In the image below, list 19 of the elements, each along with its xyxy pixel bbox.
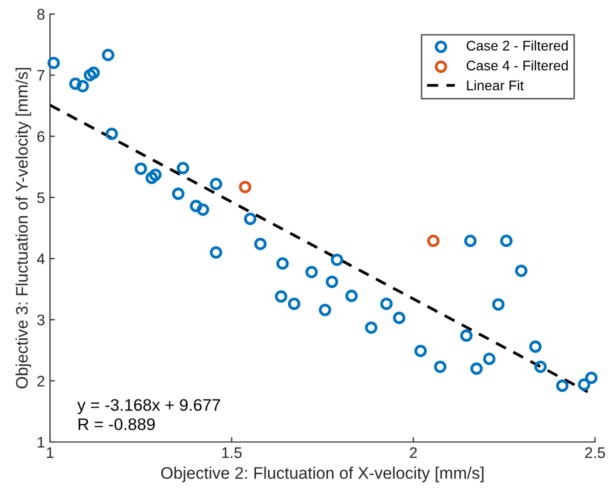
y-axis-title: Objective 3: Fluctuation of Y-velocity [mm/s] [16, 68, 32, 388]
y-tick-label: 8 [37, 8, 44, 20]
x-tick-label: 1.5 [222, 447, 242, 458]
annotation: R = -0.889 [78, 418, 155, 430]
y-tick-label: 6 [37, 131, 44, 142]
y-tick-label: 5 [37, 192, 44, 204]
legend-label: Case 4 - Filtered [466, 60, 568, 70]
y-tick-label: 2 [37, 376, 44, 386]
x-axis-title: Objective 2: Fluctuation of X-velocity [mm/s] [161, 466, 484, 482]
legend-label: Case 2 - Filtered [466, 40, 568, 51]
x-tick-label: 2 [410, 447, 417, 458]
y-tick-label: 7 [37, 70, 44, 81]
x-tick-label: 2.5 [585, 447, 605, 458]
y-tick-label: 4 [36, 254, 45, 264]
legend-label: Linear Fit [467, 80, 524, 90]
y-tick-label: 3 [37, 314, 44, 326]
y-tick-label: 1 [38, 437, 44, 448]
x-tick-label: 1 [46, 447, 54, 458]
annotation: y = -3.168x + 9.677 [77, 399, 220, 414]
